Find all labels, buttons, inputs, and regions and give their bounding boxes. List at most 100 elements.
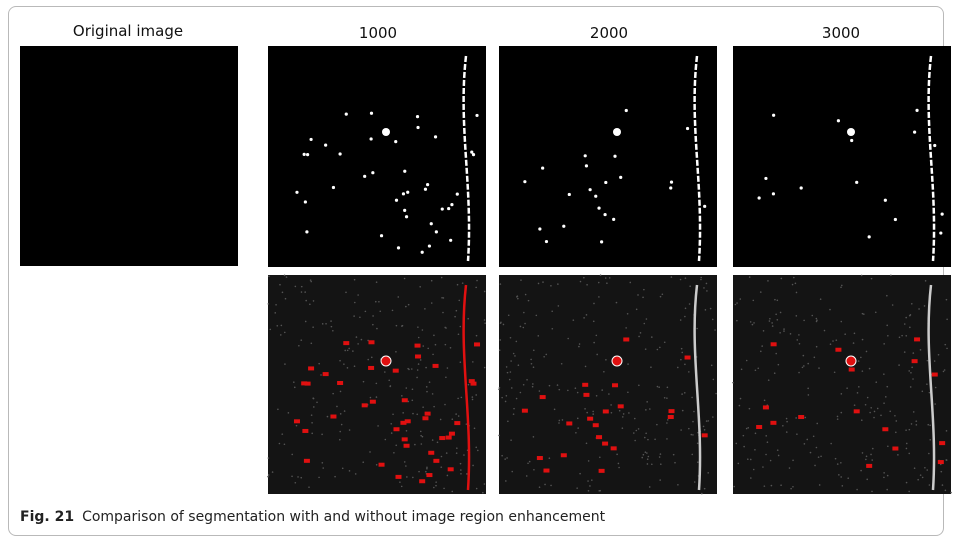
noise (644, 437, 646, 439)
noise (305, 300, 307, 302)
noise (318, 363, 320, 365)
noise (282, 292, 284, 294)
noise (422, 329, 424, 331)
noise (295, 286, 297, 288)
noise (750, 459, 752, 461)
noise (550, 285, 552, 287)
noise (688, 428, 690, 430)
spot (772, 192, 775, 195)
noise (592, 413, 594, 415)
noise (837, 418, 839, 420)
noise (395, 351, 397, 353)
marker (537, 456, 543, 460)
noise (611, 412, 613, 414)
noise (267, 303, 269, 305)
noise (578, 346, 580, 348)
noise (343, 363, 345, 365)
noise (422, 345, 424, 347)
noise (897, 454, 899, 456)
noise (311, 342, 313, 344)
noise (376, 281, 378, 283)
marker (587, 417, 593, 421)
noise (510, 360, 512, 362)
overlay-image (733, 275, 951, 494)
noise (778, 455, 780, 457)
noise (890, 275, 892, 277)
noise (418, 471, 420, 473)
noise (586, 284, 588, 286)
noise (444, 404, 446, 406)
marker (566, 421, 572, 425)
noise (625, 327, 627, 329)
noise (853, 342, 855, 344)
noise (429, 381, 431, 383)
noise (533, 436, 535, 438)
noise (682, 410, 684, 412)
noise (659, 456, 661, 458)
noise (599, 457, 601, 459)
spot (846, 356, 856, 366)
noise (376, 464, 378, 466)
noise (376, 396, 378, 398)
noise (918, 308, 920, 310)
noise (357, 294, 359, 296)
noise (353, 315, 355, 317)
noise (441, 277, 443, 279)
noise (895, 420, 897, 422)
noise (871, 278, 873, 280)
noise (533, 366, 535, 368)
noise (408, 304, 410, 306)
noise (513, 413, 515, 415)
spot (625, 109, 628, 112)
noise (584, 408, 586, 410)
noise (554, 409, 556, 411)
noise (385, 439, 387, 441)
noise (313, 406, 315, 408)
noise (421, 443, 423, 445)
noise (586, 314, 588, 316)
spot (597, 207, 600, 210)
noise (763, 330, 765, 332)
spot (837, 119, 840, 122)
noise (790, 488, 792, 490)
marker (938, 460, 944, 464)
segmentation-row (268, 46, 951, 267)
noise (929, 392, 931, 394)
noise (354, 279, 356, 281)
noise (790, 333, 792, 335)
noise (533, 350, 535, 352)
noise (767, 441, 769, 443)
noise (543, 356, 545, 358)
noise (513, 408, 515, 410)
noise (268, 276, 270, 278)
noise (393, 452, 395, 454)
noise (660, 453, 662, 455)
spot (370, 137, 373, 140)
noise (558, 389, 560, 391)
noise (484, 367, 486, 369)
marker (474, 342, 480, 346)
spot (434, 135, 437, 138)
noise (334, 476, 336, 478)
noise (310, 281, 312, 283)
noise (454, 316, 456, 318)
noise (681, 393, 683, 395)
spot (338, 152, 341, 155)
noise (645, 409, 647, 411)
noise (542, 281, 544, 283)
noise (291, 475, 293, 477)
noise (648, 456, 650, 458)
noise (945, 490, 947, 492)
noise (911, 303, 913, 305)
noise (842, 485, 844, 487)
noise (369, 451, 371, 453)
noise (392, 310, 394, 312)
noise (861, 419, 863, 421)
noise (425, 367, 427, 369)
noise (505, 480, 507, 482)
noise (901, 335, 903, 337)
noise (524, 323, 526, 325)
noise (361, 339, 363, 341)
noise (816, 319, 818, 321)
noise (696, 328, 698, 330)
